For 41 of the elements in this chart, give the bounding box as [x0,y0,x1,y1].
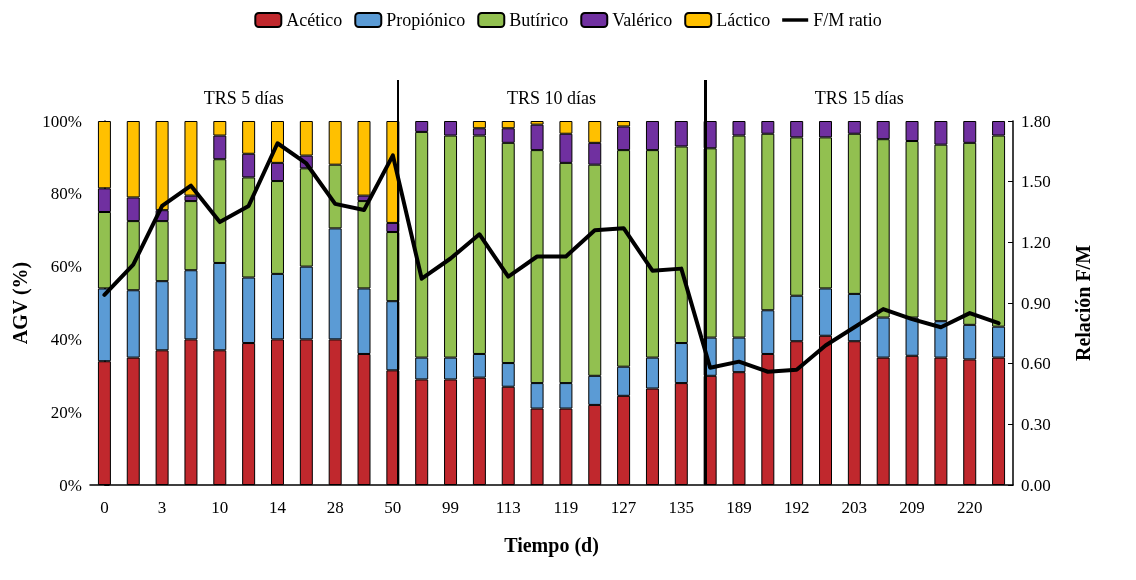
x-tick-label: 127 [610,498,637,517]
y-tick-label: 60% [50,257,82,277]
x-tick-label: 14 [268,498,287,517]
y2-tick-label: 1.20 [1021,232,1051,252]
x-tick-label: 192 [783,498,810,517]
legend-label: Butírico [509,10,569,30]
y2-tick-label: 1.80 [1021,111,1051,131]
y-tick-label: 0% [59,475,82,495]
legend-label: Acético [286,10,343,30]
text: TRS 15 días [814,88,904,109]
y2-tick-label: 0.00 [1021,475,1051,495]
x-tick-label: 28 [326,498,344,517]
y2-tick-label: 0.30 [1021,414,1051,434]
x-tick-label: 113 [495,498,521,517]
legend-label: Valérico [612,10,673,30]
y2-tick-label: 0.90 [1021,293,1051,313]
x-tick-label: 119 [553,498,579,517]
x-tick-label: 189 [726,498,752,517]
y-tick-label: 20% [50,402,82,422]
y-tick-label: 100% [42,111,82,131]
x-tick-label: 203 [841,498,868,517]
legend-label: Propiónico [386,10,466,30]
x-tick-label: 10 [211,498,229,517]
y-tick-label: 80% [50,184,82,204]
y2-axis-title: Relación F/M [1072,244,1094,362]
x-tick-label: 99 [442,498,460,517]
text: TRS 5 días [203,88,284,109]
y-axis-title: AGV (%) [9,261,32,345]
y2-tick-label: 1.50 [1021,172,1051,192]
legend-label: Láctico [716,10,771,30]
y2-tick-label: 0.60 [1021,354,1051,374]
x-tick-label: 135 [668,498,695,517]
text: TRS 10 días [506,88,597,109]
x-axis-title: Tiempo (d) [504,534,599,557]
x-tick-label: 3 [157,498,167,517]
x-tick-label: 209 [899,498,925,517]
legend-label: F/M ratio [813,10,882,30]
x-tick-label: 0 [100,498,109,517]
x-tick-label: 220 [956,498,983,517]
y-tick-label: 40% [50,329,82,349]
x-tick-label: 50 [384,498,402,517]
